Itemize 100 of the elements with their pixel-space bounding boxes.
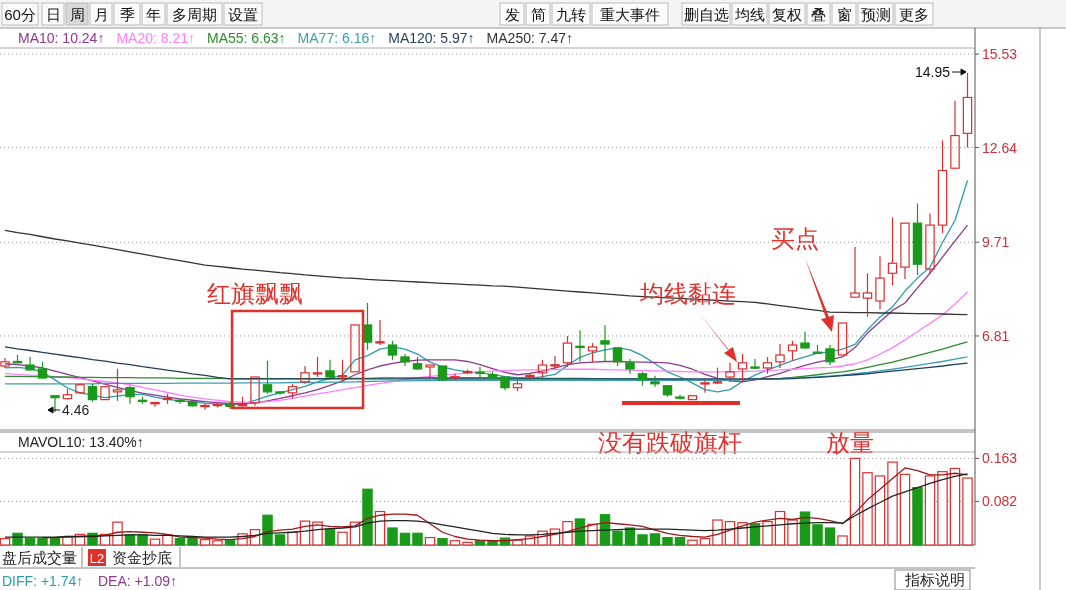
- button: 复权: [768, 2, 806, 26]
- bar: [187, 538, 198, 546]
- button: 九转: [551, 2, 591, 26]
- bar: [437, 538, 448, 546]
- button: 年: [141, 2, 166, 26]
- annotation: 红旗飘飘: [207, 280, 303, 307]
- line-series: [4, 473, 969, 538]
- bar: [362, 488, 373, 546]
- bar: [412, 532, 423, 546]
- text: DIFF: +1.74↑: [2, 573, 84, 589]
- bar: [624, 527, 636, 546]
- bar: [949, 467, 961, 546]
- text: MA250: 7.47↑: [486, 30, 573, 46]
- bar: [74, 533, 86, 546]
- bar: [699, 538, 711, 546]
- text: MAVOL10: 13.40%↑: [18, 434, 144, 450]
- bar: [174, 538, 186, 546]
- annotation: 4.46: [62, 402, 90, 418]
- button: 周: [65, 2, 89, 26]
- bar: [387, 527, 398, 546]
- annotation: 14.95: [914, 64, 951, 80]
- bar: [749, 523, 761, 546]
- bar: [137, 534, 148, 546]
- button: 预测: [857, 2, 894, 26]
- y-tick-label: 6.81: [982, 327, 1010, 344]
- bar: [824, 527, 836, 546]
- bar: [799, 511, 811, 546]
- line-series: [4, 229, 969, 316]
- bar: [199, 539, 211, 546]
- annotation: 没有跌破旗杆: [598, 429, 742, 456]
- button: 季: [113, 2, 141, 26]
- bar: [924, 475, 936, 546]
- button: 窗: [831, 2, 857, 26]
- bar: [762, 521, 773, 546]
- text: MA120: 5.97↑: [388, 30, 475, 46]
- bar: [512, 539, 523, 546]
- bar: [562, 521, 573, 546]
- bar: [937, 471, 948, 546]
- bar: [37, 538, 48, 546]
- bar: [112, 521, 123, 546]
- bar: [837, 535, 848, 546]
- text: MA10: 10.24↑: [18, 30, 105, 46]
- annotation: 买点: [771, 225, 819, 252]
- bar: [224, 539, 236, 546]
- bar: [674, 536, 686, 546]
- bar: [787, 519, 798, 546]
- bar: [262, 514, 273, 546]
- bar: [874, 475, 886, 546]
- bar: [962, 477, 973, 546]
- text: 指标说明: [904, 571, 965, 588]
- bar: [324, 528, 336, 546]
- button: 叠: [806, 2, 831, 26]
- text: 盘后成交量: [2, 549, 77, 566]
- bar: [399, 532, 411, 546]
- button: 日: [41, 2, 65, 26]
- text: MA20: 8.21↑: [116, 30, 195, 46]
- bar: [812, 524, 823, 546]
- y-tick-label: 12.64: [982, 139, 1018, 156]
- bar: [899, 473, 911, 546]
- bar: [149, 538, 161, 546]
- bar: [687, 539, 698, 546]
- bar: [474, 540, 486, 546]
- bar: [487, 540, 498, 546]
- bar: [162, 534, 173, 546]
- button: 多周期: [166, 2, 223, 26]
- y-tick-label: 0.163: [982, 450, 1018, 467]
- bar: [212, 540, 223, 546]
- button: 设置: [223, 2, 263, 26]
- bar: [612, 530, 623, 546]
- bar: [0, 538, 11, 546]
- bar: [462, 541, 473, 546]
- text: MA77: 6.16↑: [297, 30, 377, 46]
- bar: [587, 523, 598, 546]
- button: 均线: [731, 2, 768, 26]
- y-tick-label: 0.082: [982, 493, 1018, 510]
- bar: [49, 538, 61, 546]
- bar: [637, 534, 648, 546]
- bar: [662, 536, 673, 546]
- button: 重大事件: [591, 2, 669, 26]
- bar: [449, 540, 461, 546]
- bar: [849, 457, 861, 546]
- bar: [337, 531, 348, 546]
- annotation: 放量: [826, 429, 874, 456]
- bar: [862, 472, 873, 546]
- bar: [287, 531, 298, 546]
- bar: [424, 536, 436, 546]
- bar: [649, 533, 661, 546]
- bar: [774, 510, 786, 546]
- bar: [887, 461, 898, 546]
- button: 删自选: [681, 2, 731, 26]
- text: DEA: +1.09↑: [98, 573, 177, 589]
- bar: [24, 538, 36, 546]
- bar: [274, 534, 286, 546]
- button: 发: [499, 2, 525, 26]
- button: 更多: [894, 2, 934, 26]
- y-tick-label: 15.53: [982, 46, 1018, 63]
- button: 60分: [1, 2, 39, 26]
- button: 简: [525, 2, 551, 26]
- text: MA55: 6.63↑: [207, 30, 286, 46]
- bar: [912, 487, 923, 546]
